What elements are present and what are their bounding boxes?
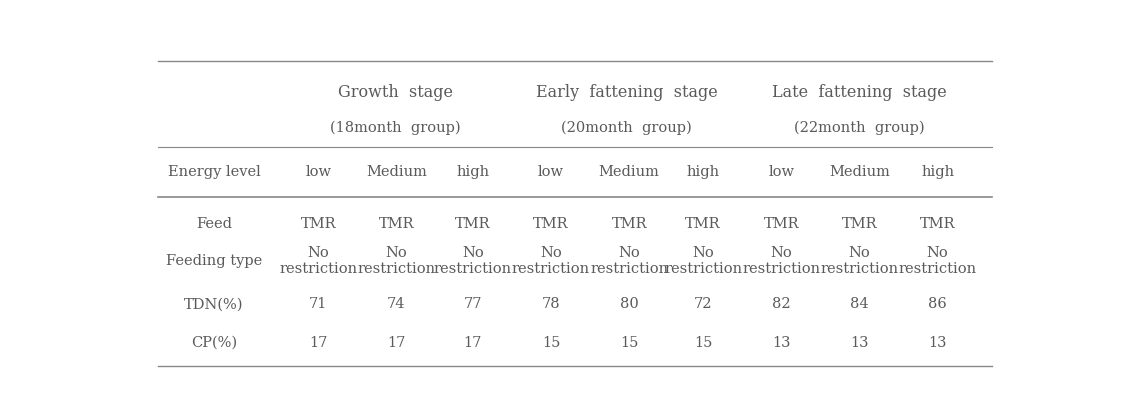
Text: Medium: Medium	[365, 166, 427, 179]
Text: TMR: TMR	[455, 217, 491, 231]
Text: 13: 13	[928, 336, 947, 350]
Text: TMR: TMR	[842, 217, 878, 231]
Text: Late  fattening  stage: Late fattening stage	[772, 84, 947, 100]
Text: (20month  group): (20month group)	[562, 120, 692, 135]
Text: (22month  group): (22month group)	[794, 120, 925, 135]
Text: high: high	[456, 166, 490, 179]
Text: TMR: TMR	[763, 217, 799, 231]
Text: low: low	[538, 166, 564, 179]
Text: CP(%): CP(%)	[191, 336, 237, 350]
Text: No
restriction: No restriction	[279, 246, 358, 276]
Text: 15: 15	[694, 336, 712, 350]
Text: TMR: TMR	[611, 217, 647, 231]
Text: TDN(%): TDN(%)	[184, 298, 243, 311]
Text: low: low	[305, 166, 331, 179]
Text: 86: 86	[928, 298, 947, 311]
Text: Medium: Medium	[599, 166, 659, 179]
Text: Medium: Medium	[830, 166, 890, 179]
Text: (18month  group): (18month group)	[331, 120, 461, 135]
Text: 71: 71	[309, 298, 327, 311]
Text: 72: 72	[694, 298, 712, 311]
Text: Feeding type: Feeding type	[166, 254, 262, 268]
Text: No
restriction: No restriction	[590, 246, 668, 276]
Text: Growth  stage: Growth stage	[339, 84, 453, 100]
Text: No
restriction: No restriction	[742, 246, 821, 276]
Text: No
restriction: No restriction	[664, 246, 742, 276]
Text: 74: 74	[387, 298, 406, 311]
Text: No
restriction: No restriction	[899, 246, 976, 276]
Text: high: high	[921, 166, 954, 179]
Text: Early  fattening  stage: Early fattening stage	[536, 84, 717, 100]
Text: TMR: TMR	[685, 217, 721, 231]
Text: high: high	[686, 166, 720, 179]
Text: Feed: Feed	[196, 217, 232, 231]
Text: low: low	[768, 166, 795, 179]
Text: No
restriction: No restriction	[434, 246, 512, 276]
Text: 15: 15	[620, 336, 639, 350]
Text: 82: 82	[772, 298, 790, 311]
Text: No
restriction: No restriction	[512, 246, 590, 276]
Text: 17: 17	[387, 336, 406, 350]
Text: 78: 78	[541, 298, 560, 311]
Text: Energy level: Energy level	[168, 166, 260, 179]
Text: No
restriction: No restriction	[821, 246, 899, 276]
Text: TMR: TMR	[379, 217, 414, 231]
Text: 17: 17	[309, 336, 327, 350]
Text: TMR: TMR	[534, 217, 568, 231]
Text: 15: 15	[541, 336, 560, 350]
Text: No
restriction: No restriction	[358, 246, 435, 276]
Text: 77: 77	[464, 298, 482, 311]
Text: TMR: TMR	[300, 217, 336, 231]
Text: 17: 17	[464, 336, 482, 350]
Text: 80: 80	[620, 298, 639, 311]
Text: TMR: TMR	[920, 217, 955, 231]
Text: 84: 84	[850, 298, 869, 311]
Text: 13: 13	[850, 336, 869, 350]
Text: 13: 13	[772, 336, 790, 350]
